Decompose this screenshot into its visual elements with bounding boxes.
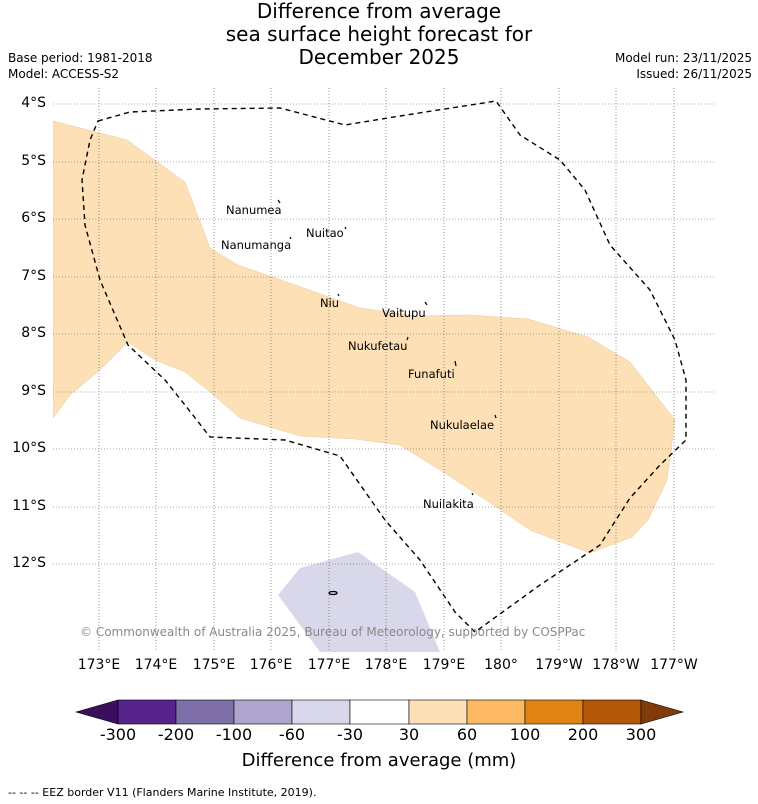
colorbar — [74, 699, 685, 725]
place-label: Nukulaelae — [430, 418, 494, 432]
place-label: Nuilakita — [423, 497, 474, 511]
lat-tick-label: 8°S — [21, 325, 46, 341]
lon-tick-label: 177°W — [650, 657, 698, 673]
model-run-text: Model run: 23/11/2025 — [614, 51, 752, 65]
model-text: Model: ACCESS-S2 — [8, 67, 120, 81]
colorbar-swatch — [349, 699, 410, 725]
colorbar-tick-label: -200 — [157, 725, 195, 744]
colorbar-tick-label: -60 — [278, 725, 306, 744]
lon-tick-label: 178°W — [592, 657, 640, 673]
colorbar-swatch — [582, 699, 642, 725]
lon-tick-label: 180° — [484, 657, 518, 673]
eez-border-legend: -- -- -- EEZ border V11 (Flanders Marine… — [8, 786, 317, 799]
lon-tick-label: 178°E — [364, 657, 408, 673]
lon-tick-label: 177°E — [307, 657, 351, 673]
colorbar-extend-low — [74, 699, 119, 725]
lon-tick-label: 179°W — [535, 657, 583, 673]
colorbar-swatch — [117, 699, 177, 725]
colorbar-swatch — [408, 699, 468, 725]
place-label: Nukufetau — [348, 339, 407, 353]
colorbar-tick-label: 60 — [456, 725, 478, 744]
lat-tick-label: 5°S — [21, 153, 46, 169]
lon-tick-label: 175°E — [192, 657, 236, 673]
place-label: Vaitupu — [382, 306, 426, 320]
colorbar-swatch — [175, 699, 235, 725]
lon-tick-label: 174°E — [134, 657, 178, 673]
colorbar-tick-label: -30 — [336, 725, 364, 744]
place-label: Funafuti — [408, 367, 455, 381]
positive-anomaly-region — [53, 120, 676, 554]
colorbar-extend-high — [640, 699, 685, 725]
place-label: Nanumanga — [221, 238, 291, 252]
colorbar-tick-label: 100 — [509, 725, 541, 744]
colorbar-swatch — [524, 699, 584, 725]
colorbar-tick-label: -300 — [99, 725, 137, 744]
colorbar-tick-label: 200 — [567, 725, 599, 744]
lon-tick-label: 176°E — [249, 657, 293, 673]
colorbar-tick-label: 300 — [625, 725, 657, 744]
issued-text: Issued: 26/11/2025 — [636, 67, 752, 81]
colorbar-tick-label: -100 — [215, 725, 253, 744]
colorbar-title: Difference from average (mm) — [241, 750, 517, 771]
lat-tick-label: 11°S — [12, 498, 46, 514]
place-label: Nuitao — [306, 226, 344, 240]
map-title-line3: December 2025 — [298, 45, 460, 69]
lat-tick-label: 12°S — [12, 555, 46, 571]
place-label: Nanumea — [226, 203, 282, 217]
lat-tick-label: 7°S — [21, 268, 46, 284]
place-label: Niu — [320, 296, 339, 310]
lon-tick-label: 173°E — [77, 657, 121, 673]
map-title-line1: Difference from average — [256, 0, 502, 23]
map-title-line2: sea surface height forecast for — [225, 22, 533, 46]
lat-tick-label: 9°S — [21, 383, 46, 399]
copyright-text: © Commonwealth of Australia 2025, Bureau… — [80, 625, 585, 639]
lat-tick-label: 6°S — [21, 210, 46, 226]
map-gridlines — [53, 88, 714, 652]
colorbar-tick-label: 30 — [398, 725, 420, 744]
negative-anomaly-region — [278, 552, 440, 652]
lat-tick-label: 4°S — [21, 95, 46, 111]
island-marks — [277, 199, 497, 596]
colorbar-swatch — [466, 699, 526, 725]
colorbar-swatch — [291, 699, 351, 725]
base-period-text: Base period: 1981-2018 — [8, 51, 153, 65]
lon-tick-label: 179°E — [422, 657, 466, 673]
eez-border — [81, 100, 687, 633]
lat-tick-label: 10°S — [12, 440, 46, 456]
colorbar-swatch — [233, 699, 293, 725]
